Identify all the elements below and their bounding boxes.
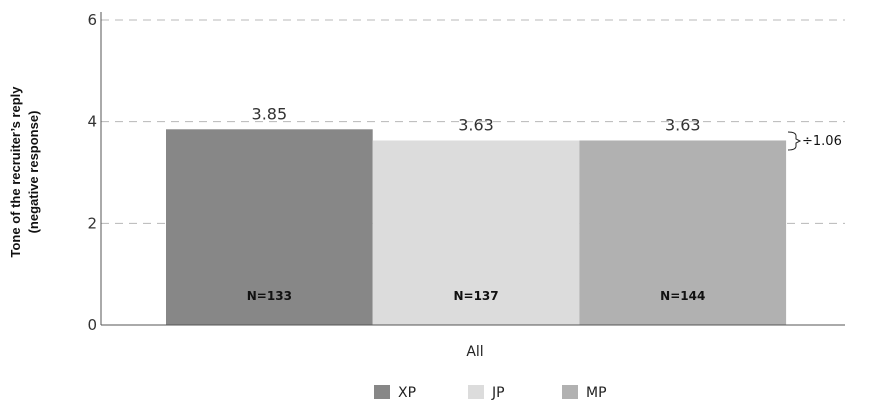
bar-mp xyxy=(579,140,787,325)
bar-n-label: N=133 xyxy=(247,289,292,303)
legend-swatch-xp xyxy=(374,385,390,399)
bar-value-label: 3.85 xyxy=(252,104,288,123)
legend-label-xp: XP xyxy=(398,385,416,401)
bar-n-label: N=137 xyxy=(453,289,498,303)
brace-icon xyxy=(787,131,802,151)
bar-xp xyxy=(166,129,373,325)
bar-n-label: N=144 xyxy=(660,289,705,303)
bars: 3.85 N=133 3.63 N=137 3.63 N=144 xyxy=(166,104,787,325)
legend: XP JP MP xyxy=(374,385,607,401)
bar-value-label: 3.63 xyxy=(458,115,494,134)
legend-swatch-mp xyxy=(562,385,578,399)
legend-label-mp: MP xyxy=(586,385,607,401)
x-axis-category-label: All xyxy=(466,344,483,360)
bar-jp xyxy=(372,140,580,325)
y-tick-label: 4 xyxy=(87,113,97,131)
ratio-annotation-text: ÷1.06 xyxy=(802,134,842,149)
y-tick-label: 6 xyxy=(87,11,97,29)
legend-swatch-jp xyxy=(468,385,484,399)
y-axis-title: Tone of the recruiter’s reply (negative … xyxy=(8,86,41,258)
y-axis-title-line-1: Tone of the recruiter’s reply xyxy=(8,86,23,258)
legend-label-jp: JP xyxy=(491,385,505,401)
y-axis-title-line-2: (negative response) xyxy=(26,111,41,234)
y-axis-ticks: 0 2 4 6 xyxy=(87,11,97,334)
bar-value-label: 3.63 xyxy=(665,115,701,134)
y-tick-label: 2 xyxy=(87,214,97,232)
y-tick-label: 0 xyxy=(87,316,97,334)
ratio-annotation: ÷1.06 xyxy=(787,131,842,151)
